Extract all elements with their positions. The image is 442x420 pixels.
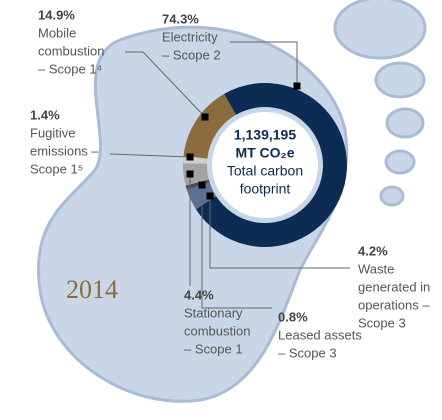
segment-label: Fugitive [30,125,76,140]
value-label: 1.4% [30,107,60,122]
center-text: footprint [240,181,291,197]
segment-label: Mobile [38,25,76,40]
center-text: 1,139,195 [234,127,296,143]
segment-label: operations – [358,297,430,312]
leader-marker [198,181,206,189]
value-label: 4.2% [358,243,388,258]
donut-segment [183,93,236,159]
leader-marker [206,192,214,200]
donut-segment [183,163,209,186]
leader-marker [186,153,194,161]
segment-label: – Scope 3 [278,345,337,360]
segment-label: – Scope 2 [162,47,221,62]
segment-label: Scope 1⁵ [30,161,83,176]
leader-line [201,185,272,309]
value-label: 0.8% [278,309,308,324]
center-text: Total carbon [227,163,303,179]
year: 2014 [66,275,118,304]
donut-segment [186,182,217,210]
segment-label: – Scope 1⁴ [38,61,102,76]
segment-label: combustion [38,43,104,58]
leader-line [230,41,298,86]
leader-line [209,196,350,269]
leader-marker [293,82,301,90]
segment-label: generated in [358,279,430,294]
segment-label: emissions – [30,143,99,158]
segment-label: Waste [358,261,394,276]
segment-label: combustion [184,323,250,338]
donut-segment [195,83,347,247]
leader-line [125,51,206,118]
leader-marker [201,113,209,121]
leader-marker [186,170,194,178]
leader-line [109,153,191,158]
value-label: 4.4% [184,287,214,302]
segment-label: Electricity [162,29,218,44]
donut-center [212,112,318,218]
value-label: 14.9% [38,7,75,22]
segment-label: Stationary [184,305,243,320]
segment-label: – Scope 1 [184,341,243,356]
center-text: MT CO₂e [235,145,294,161]
segment-label: Scope 3 [358,315,406,330]
value-label: 74.3% [162,11,199,26]
segment-label: Leased assets [278,327,362,342]
